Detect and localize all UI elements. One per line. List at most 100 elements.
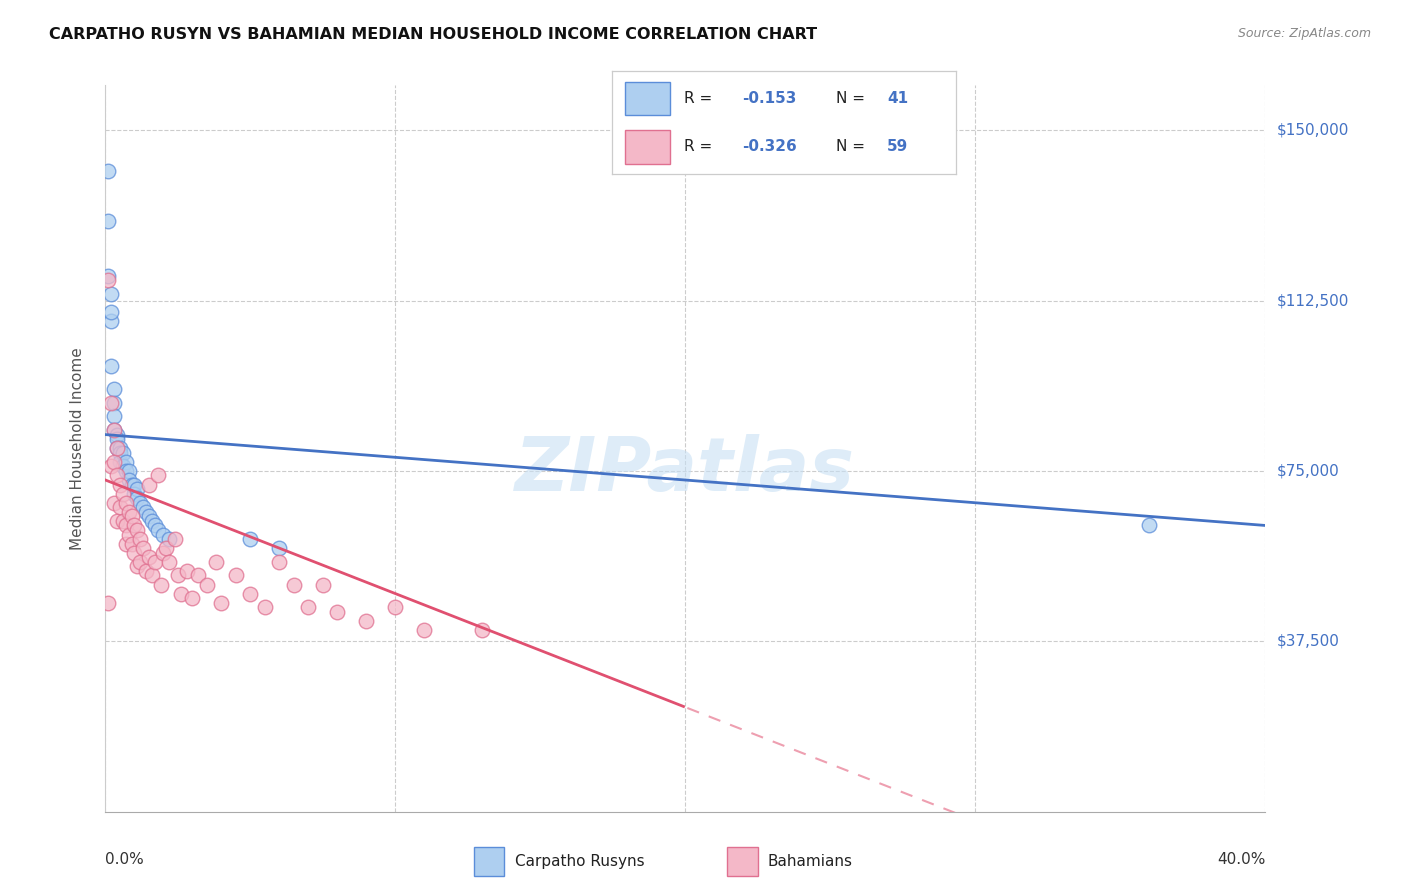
Point xyxy=(114,518,136,533)
Text: -0.153: -0.153 xyxy=(742,91,797,106)
Point xyxy=(118,505,141,519)
Text: R =: R = xyxy=(683,139,717,154)
Text: Carpatho Rusyns: Carpatho Rusyns xyxy=(515,855,644,869)
Point xyxy=(124,518,146,533)
Point xyxy=(138,477,160,491)
Point xyxy=(155,541,177,556)
Point xyxy=(135,505,157,519)
Point xyxy=(105,427,128,442)
Point xyxy=(100,359,122,374)
Point xyxy=(103,409,125,424)
Point xyxy=(108,446,131,460)
Point xyxy=(165,532,187,546)
Point xyxy=(176,564,198,578)
Point xyxy=(103,496,125,510)
Point xyxy=(121,477,143,491)
Point xyxy=(103,423,125,437)
Point xyxy=(127,559,149,574)
Point xyxy=(121,536,143,550)
Point xyxy=(118,473,141,487)
Point xyxy=(157,532,180,546)
FancyBboxPatch shape xyxy=(626,130,671,163)
Point xyxy=(97,214,120,228)
Point xyxy=(312,577,335,591)
Point xyxy=(146,523,169,537)
Point xyxy=(132,500,155,515)
Text: ZIPatlas: ZIPatlas xyxy=(516,434,855,507)
Point xyxy=(118,527,141,541)
Point xyxy=(132,541,155,556)
Point xyxy=(111,459,134,474)
Point xyxy=(114,496,136,510)
Point xyxy=(239,587,262,601)
Point xyxy=(167,568,190,582)
Point xyxy=(103,382,125,396)
Point xyxy=(149,577,172,591)
Point xyxy=(105,442,128,455)
Point xyxy=(239,532,262,546)
Text: $75,000: $75,000 xyxy=(1277,464,1340,478)
Point xyxy=(127,523,149,537)
Point xyxy=(97,596,120,610)
Point xyxy=(97,268,120,283)
Point xyxy=(97,32,120,46)
Y-axis label: Median Household Income: Median Household Income xyxy=(70,347,84,549)
Point xyxy=(269,555,291,569)
Point xyxy=(1139,518,1161,533)
Point xyxy=(253,600,276,615)
Point xyxy=(157,555,180,569)
Point xyxy=(152,527,174,541)
Point xyxy=(108,500,131,515)
Point xyxy=(225,568,247,582)
Point xyxy=(269,541,291,556)
Point xyxy=(204,555,226,569)
Text: Source: ZipAtlas.com: Source: ZipAtlas.com xyxy=(1237,27,1371,40)
Point xyxy=(111,446,134,460)
Point xyxy=(97,164,120,178)
Point xyxy=(152,546,174,560)
Point xyxy=(135,564,157,578)
Point xyxy=(138,550,160,565)
Point xyxy=(105,442,128,455)
Point xyxy=(138,509,160,524)
Text: $150,000: $150,000 xyxy=(1277,123,1348,137)
Text: $112,500: $112,500 xyxy=(1277,293,1348,308)
Point xyxy=(108,477,131,491)
Point xyxy=(143,518,166,533)
Text: 59: 59 xyxy=(887,139,908,154)
Point xyxy=(105,514,128,528)
Point xyxy=(97,273,120,287)
Text: -0.326: -0.326 xyxy=(742,139,797,154)
Point xyxy=(114,455,136,469)
FancyBboxPatch shape xyxy=(727,847,758,876)
Point xyxy=(124,486,146,500)
Point xyxy=(384,600,406,615)
Point xyxy=(111,514,134,528)
Point xyxy=(118,464,141,478)
Point xyxy=(143,555,166,569)
Point xyxy=(108,442,131,455)
Point xyxy=(108,455,131,469)
Point xyxy=(127,491,149,506)
Text: Bahamians: Bahamians xyxy=(768,855,852,869)
FancyBboxPatch shape xyxy=(626,82,671,115)
Point xyxy=(100,314,122,328)
Text: 0.0%: 0.0% xyxy=(105,852,145,867)
FancyBboxPatch shape xyxy=(474,847,505,876)
Point xyxy=(129,532,152,546)
Point xyxy=(141,568,163,582)
Text: 41: 41 xyxy=(887,91,908,106)
Text: N =: N = xyxy=(835,139,869,154)
Point xyxy=(100,396,122,410)
Point xyxy=(114,464,136,478)
Point xyxy=(127,482,149,496)
Point xyxy=(195,577,218,591)
Point xyxy=(297,600,319,615)
Point xyxy=(114,536,136,550)
Text: R =: R = xyxy=(683,91,717,106)
Point xyxy=(170,587,193,601)
Point xyxy=(356,614,378,628)
Point xyxy=(326,605,349,619)
Point xyxy=(121,509,143,524)
Point xyxy=(146,468,169,483)
